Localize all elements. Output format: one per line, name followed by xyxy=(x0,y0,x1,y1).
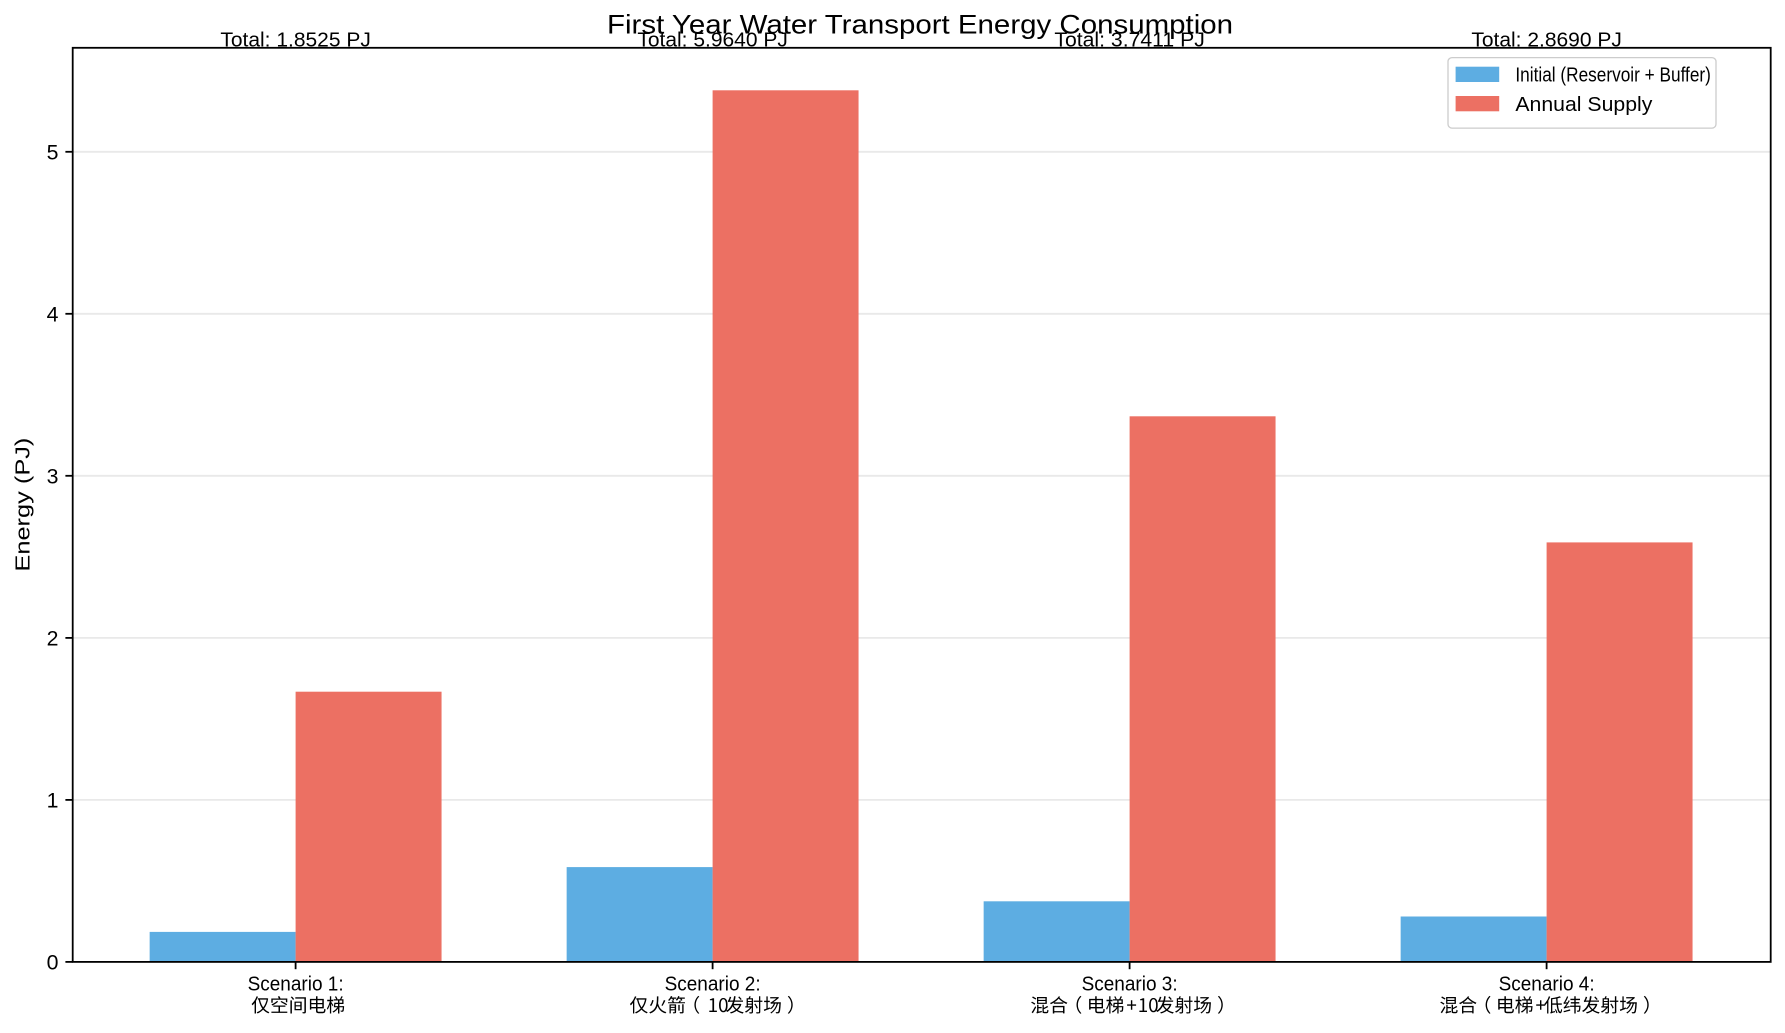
svg-text:Scenario 3:: Scenario 3: xyxy=(1082,973,1178,996)
svg-text:Annual Supply: Annual Supply xyxy=(1515,93,1653,116)
svg-text:3: 3 xyxy=(47,465,59,489)
svg-text:5: 5 xyxy=(47,141,59,165)
svg-text:Scenario 2:: Scenario 2: xyxy=(665,973,761,996)
svg-text:Scenario 4:: Scenario 4: xyxy=(1499,973,1595,996)
svg-text:Initial (Reservoir + Buffer): Initial (Reservoir + Buffer) xyxy=(1515,64,1711,87)
svg-text:Total: 2.8690 PJ: Total: 2.8690 PJ xyxy=(1471,28,1622,51)
svg-text:Total: 1.8525 PJ: Total: 1.8525 PJ xyxy=(220,28,371,51)
svg-text:First Year Water Transport Ene: First Year Water Transport Energy Consum… xyxy=(607,10,1233,40)
svg-text:0: 0 xyxy=(47,951,59,975)
svg-text:Total: 5.9640 PJ: Total: 5.9640 PJ xyxy=(637,28,788,51)
svg-text:2: 2 xyxy=(47,627,59,651)
svg-text:Energy (PJ): Energy (PJ) xyxy=(12,438,35,572)
svg-text:1: 1 xyxy=(47,789,59,813)
svg-text:4: 4 xyxy=(47,303,59,327)
svg-text:Scenario 1:: Scenario 1: xyxy=(248,973,344,996)
svg-text:Total: 3.7411 PJ: Total: 3.7411 PJ xyxy=(1054,28,1205,51)
